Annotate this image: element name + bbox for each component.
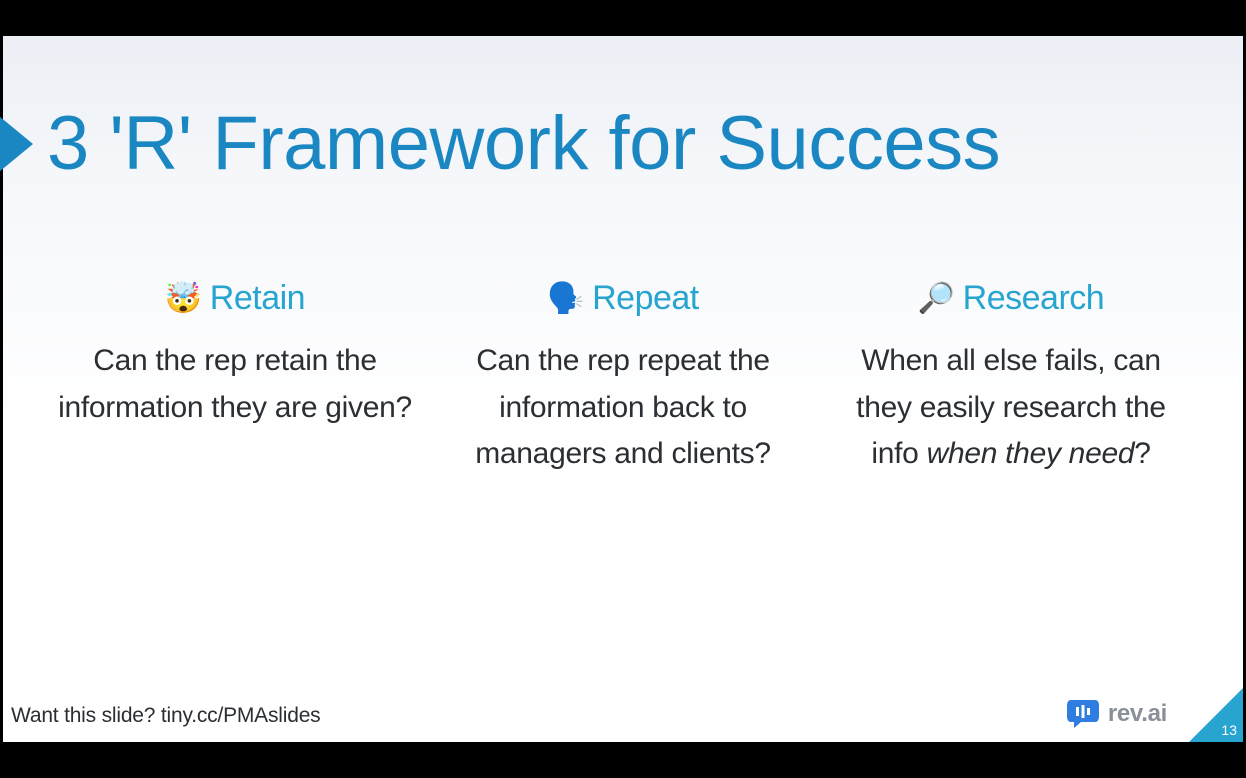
column-body: When all else fails, can they easily res… xyxy=(831,338,1191,478)
column-title-text: Research xyxy=(963,279,1105,318)
page-number: 13 xyxy=(1221,722,1237,738)
exploding-head-icon: 🤯 xyxy=(165,284,202,314)
column-title: 🔎 Research xyxy=(918,279,1104,318)
letterbox-frame: 3 'R' Framework for Success 🤯 Retain Can… xyxy=(0,0,1246,778)
column-title: 🤯 Retain xyxy=(165,279,305,318)
logo-text-primary: rev xyxy=(1108,700,1141,727)
title-row: 3 'R' Framework for Success xyxy=(3,100,1243,187)
brand-logo: rev.ai xyxy=(1065,698,1167,730)
arrow-right-icon xyxy=(0,116,33,172)
column-research: 🔎 Research When all else fails, can they… xyxy=(831,279,1191,478)
slide-footer: Want this slide? tiny.cc/PMAslides rev.a… xyxy=(3,688,1243,742)
speaking-head-icon: 🗣️ xyxy=(547,284,584,314)
slide-title: 3 'R' Framework for Success xyxy=(47,100,1000,187)
magnifying-glass-icon: 🔎 xyxy=(918,284,955,314)
logo-text-secondary: .ai xyxy=(1141,700,1167,727)
column-title-text: Retain xyxy=(210,279,305,318)
column-title-text: Repeat xyxy=(592,279,699,318)
column-body: Can the rep retain the information they … xyxy=(55,338,415,431)
slide: 3 'R' Framework for Success 🤯 Retain Can… xyxy=(3,36,1243,742)
columns-container: 🤯 Retain Can the rep retain the informat… xyxy=(3,279,1243,478)
footer-link-text: Want this slide? tiny.cc/PMAslides xyxy=(11,704,320,728)
column-retain: 🤯 Retain Can the rep retain the informat… xyxy=(55,279,415,478)
logo-text: rev.ai xyxy=(1108,700,1167,728)
column-body: Can the rep repeat the information back … xyxy=(443,338,803,478)
column-repeat: 🗣️ Repeat Can the rep repeat the informa… xyxy=(443,279,803,478)
speech-bubble-icon xyxy=(1065,698,1101,730)
column-title: 🗣️ Repeat xyxy=(547,279,699,318)
